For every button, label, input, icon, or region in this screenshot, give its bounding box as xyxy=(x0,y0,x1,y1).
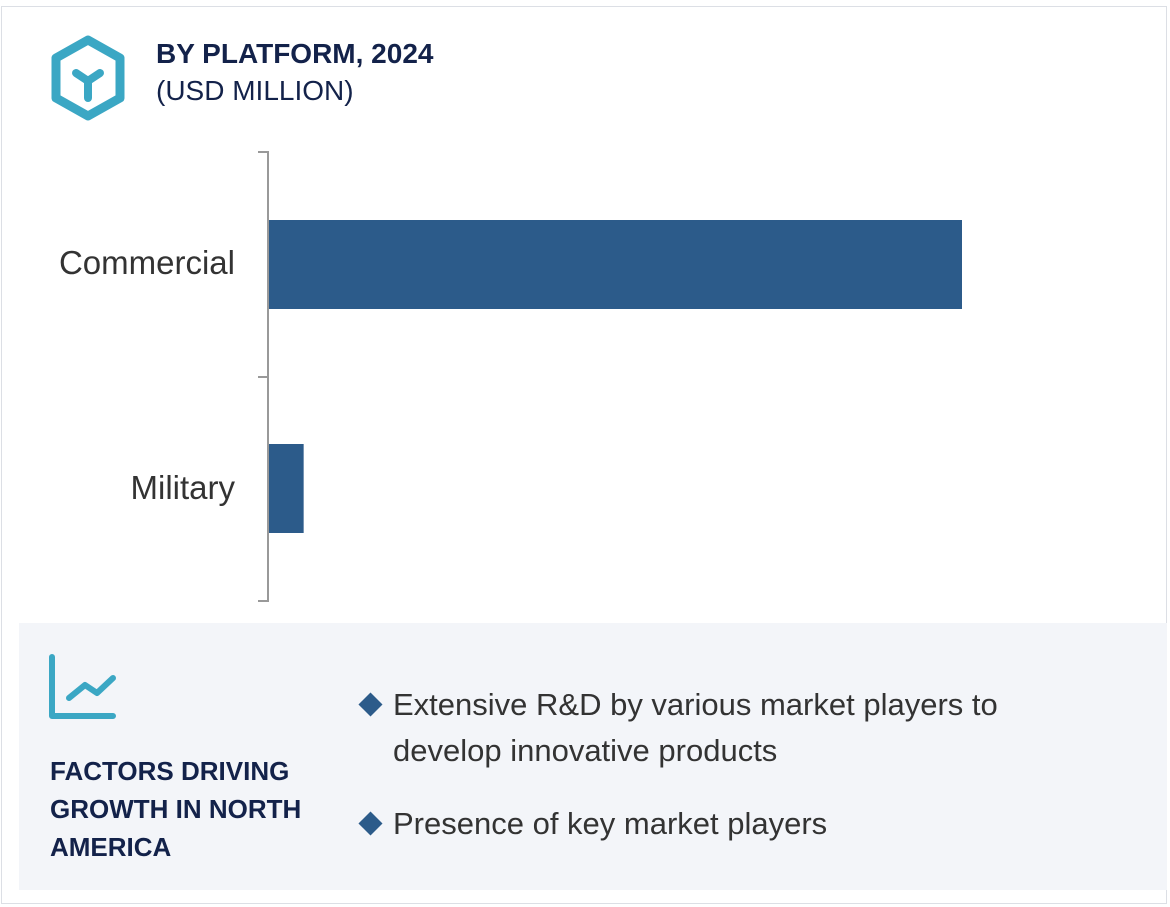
category-label: Commercial xyxy=(58,244,235,281)
diamond-bullet-icon xyxy=(358,811,383,836)
y-axis xyxy=(258,151,269,602)
factor-item: Extensive R&D by various market players … xyxy=(358,682,1113,774)
diamond-bullet-icon xyxy=(358,692,383,717)
line-chart-icon xyxy=(49,654,116,719)
category-label: Military xyxy=(130,469,236,506)
factors-panel xyxy=(19,623,1167,890)
chart-title: BY PLATFORM, 2024 xyxy=(156,38,434,69)
hexagon-y-icon xyxy=(51,35,125,121)
bar-military xyxy=(269,444,304,533)
factors-heading: FACTORS DRIVING GROWTH IN NORTH AMERICA xyxy=(50,756,302,862)
bar-chart xyxy=(258,151,962,602)
factor-item: Presence of key market players xyxy=(358,801,1113,847)
chart-subtitle: (USD MILLION) xyxy=(156,75,354,106)
bar-commercial xyxy=(269,220,962,309)
